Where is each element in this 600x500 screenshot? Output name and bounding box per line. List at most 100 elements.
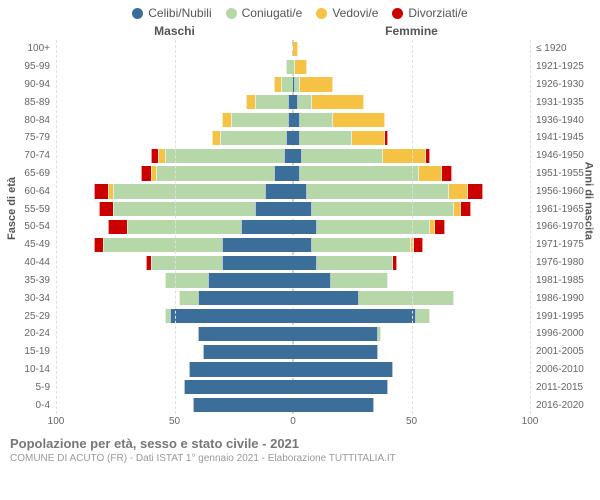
age-row xyxy=(56,396,530,414)
age-label: 35-39 xyxy=(0,272,56,290)
bar-segment xyxy=(312,238,412,252)
bar-segment xyxy=(274,77,281,91)
bar-segment xyxy=(127,220,241,234)
bar-segment xyxy=(295,60,307,74)
population-pyramid-chart: Celibi/NubiliConiugati/eVedovi/eDivorzia… xyxy=(0,0,600,500)
bar-segment xyxy=(293,345,378,359)
bar-segment xyxy=(293,380,388,394)
bar-segment xyxy=(208,273,293,287)
bar-segment xyxy=(307,184,449,198)
birth-year-label: 1986-1990 xyxy=(530,289,600,307)
bar-segment xyxy=(435,220,444,234)
bar-segment xyxy=(156,166,275,180)
birth-year-label: 2001-2005 xyxy=(530,343,600,361)
age-row xyxy=(56,58,530,76)
footer-subtitle: COMUNE DI ACUTO (FR) - Dati ISTAT 1° gen… xyxy=(10,453,590,464)
bar-segment xyxy=(284,149,293,163)
age-row xyxy=(56,183,530,201)
bar-segment xyxy=(312,95,364,109)
bar-segment xyxy=(108,220,127,234)
bar-segment xyxy=(293,362,393,376)
age-row xyxy=(56,111,530,129)
bar-segment xyxy=(231,113,288,127)
age-row xyxy=(56,378,530,396)
birth-year-label: 1941-1945 xyxy=(530,129,600,147)
bar-segment xyxy=(331,273,388,287)
age-label: 80-84 xyxy=(0,111,56,129)
bar-segment xyxy=(222,238,293,252)
bar-segment xyxy=(94,238,103,252)
age-label: 40-44 xyxy=(0,254,56,272)
birth-year-label: 1996-2000 xyxy=(530,325,600,343)
bar-segment xyxy=(300,77,333,91)
bar-segment xyxy=(198,291,293,305)
bar-segment xyxy=(293,184,307,198)
birth-year-label: 1976-1980 xyxy=(530,254,600,272)
bar-segment xyxy=(94,184,108,198)
bar-segment xyxy=(300,131,352,145)
birth-year-label: 2006-2010 xyxy=(530,361,600,379)
birth-year-label: 1921-1925 xyxy=(530,58,600,76)
bar-segment xyxy=(241,220,293,234)
age-label: 20-24 xyxy=(0,325,56,343)
birth-year-label: 1966-1970 xyxy=(530,218,600,236)
birth-year-label: 1961-1965 xyxy=(530,200,600,218)
legend: Celibi/NubiliConiugati/eVedovi/eDivorzia… xyxy=(0,0,600,20)
bar-segment xyxy=(393,256,398,270)
bar-segment xyxy=(298,95,312,109)
age-label: 85-89 xyxy=(0,93,56,111)
birth-year-label: 2011-2015 xyxy=(530,378,600,396)
bar-segment xyxy=(170,309,293,323)
age-label: 5-9 xyxy=(0,378,56,396)
birth-year-label: 1981-1985 xyxy=(530,272,600,290)
bar-rows xyxy=(56,40,530,414)
birth-year-label: 1951-1955 xyxy=(530,165,600,183)
bar-segment xyxy=(151,256,222,270)
age-label: 95-99 xyxy=(0,58,56,76)
birth-year-label: 1946-1950 xyxy=(530,147,600,165)
legend-item: Vedovi/e xyxy=(316,6,378,20)
bar-segment xyxy=(293,113,300,127)
bar-segment xyxy=(442,166,451,180)
bar-segment xyxy=(416,309,430,323)
legend-swatch xyxy=(132,8,143,19)
age-row xyxy=(56,236,530,254)
bar-segment xyxy=(461,202,470,216)
legend-item: Divorziati/e xyxy=(392,6,467,20)
header-male: Maschi xyxy=(56,24,293,38)
age-label: 15-19 xyxy=(0,343,56,361)
age-label: 90-94 xyxy=(0,76,56,94)
age-label: 70-74 xyxy=(0,147,56,165)
bar-segment xyxy=(426,149,431,163)
x-tick-label: 50 xyxy=(169,416,180,427)
bar-segment xyxy=(286,60,293,74)
age-row xyxy=(56,361,530,379)
bar-segment xyxy=(220,131,286,145)
bar-segment xyxy=(359,291,454,305)
bar-segment xyxy=(468,184,482,198)
bar-segment xyxy=(293,273,331,287)
bar-segment xyxy=(99,202,113,216)
bar-segment xyxy=(300,166,419,180)
age-row xyxy=(56,200,530,218)
age-label: 0-4 xyxy=(0,396,56,414)
bar-segment xyxy=(203,345,293,359)
bar-segment xyxy=(293,291,359,305)
bar-segment xyxy=(293,166,300,180)
bar-segment xyxy=(151,149,158,163)
bar-segment xyxy=(378,327,380,341)
age-label: 30-34 xyxy=(0,289,56,307)
bar-segment xyxy=(317,220,431,234)
bar-segment xyxy=(255,95,288,109)
bar-segment xyxy=(317,256,393,270)
birth-year-label: 1931-1935 xyxy=(530,93,600,111)
age-row xyxy=(56,254,530,272)
bar-segment xyxy=(113,184,265,198)
bar-segment xyxy=(222,113,231,127)
birth-year-label: 1956-1960 xyxy=(530,182,600,200)
age-label: 55-59 xyxy=(0,200,56,218)
legend-label: Vedovi/e xyxy=(332,6,378,20)
birth-year-label: ≤ 1920 xyxy=(530,40,600,58)
age-row xyxy=(56,218,530,236)
header-female: Femmine xyxy=(293,24,530,38)
